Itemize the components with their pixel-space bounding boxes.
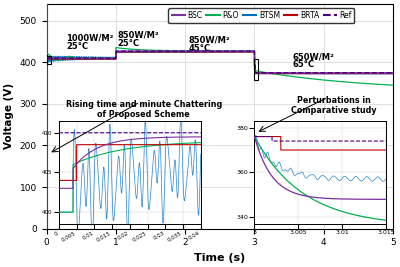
Legend: BSC, P&O, BTSM, BRTA, Ref: BSC, P&O, BTSM, BRTA, Ref [168, 8, 354, 23]
Text: 45°C: 45°C [189, 44, 211, 53]
Text: 1000W/M²: 1000W/M² [66, 34, 114, 43]
Text: 25°C: 25°C [117, 39, 140, 48]
Text: 650W/M²: 650W/M² [292, 52, 334, 61]
Text: Perturbations in
Comparative study: Perturbations in Comparative study [291, 96, 377, 115]
Text: 850W/M²: 850W/M² [117, 30, 159, 40]
Text: Rising time and minute Chattering
of Proposed Scheme: Rising time and minute Chattering of Pro… [66, 100, 222, 119]
Y-axis label: Voltage (V): Voltage (V) [4, 83, 14, 150]
Bar [47, 56, 51, 64]
Text: 850W/M²: 850W/M² [189, 36, 230, 44]
Text: 25°C: 25°C [66, 42, 88, 51]
Text: 65°C: 65°C [292, 60, 315, 69]
Bar [254, 60, 258, 80]
X-axis label: Time (s): Time (s) [194, 253, 246, 263]
